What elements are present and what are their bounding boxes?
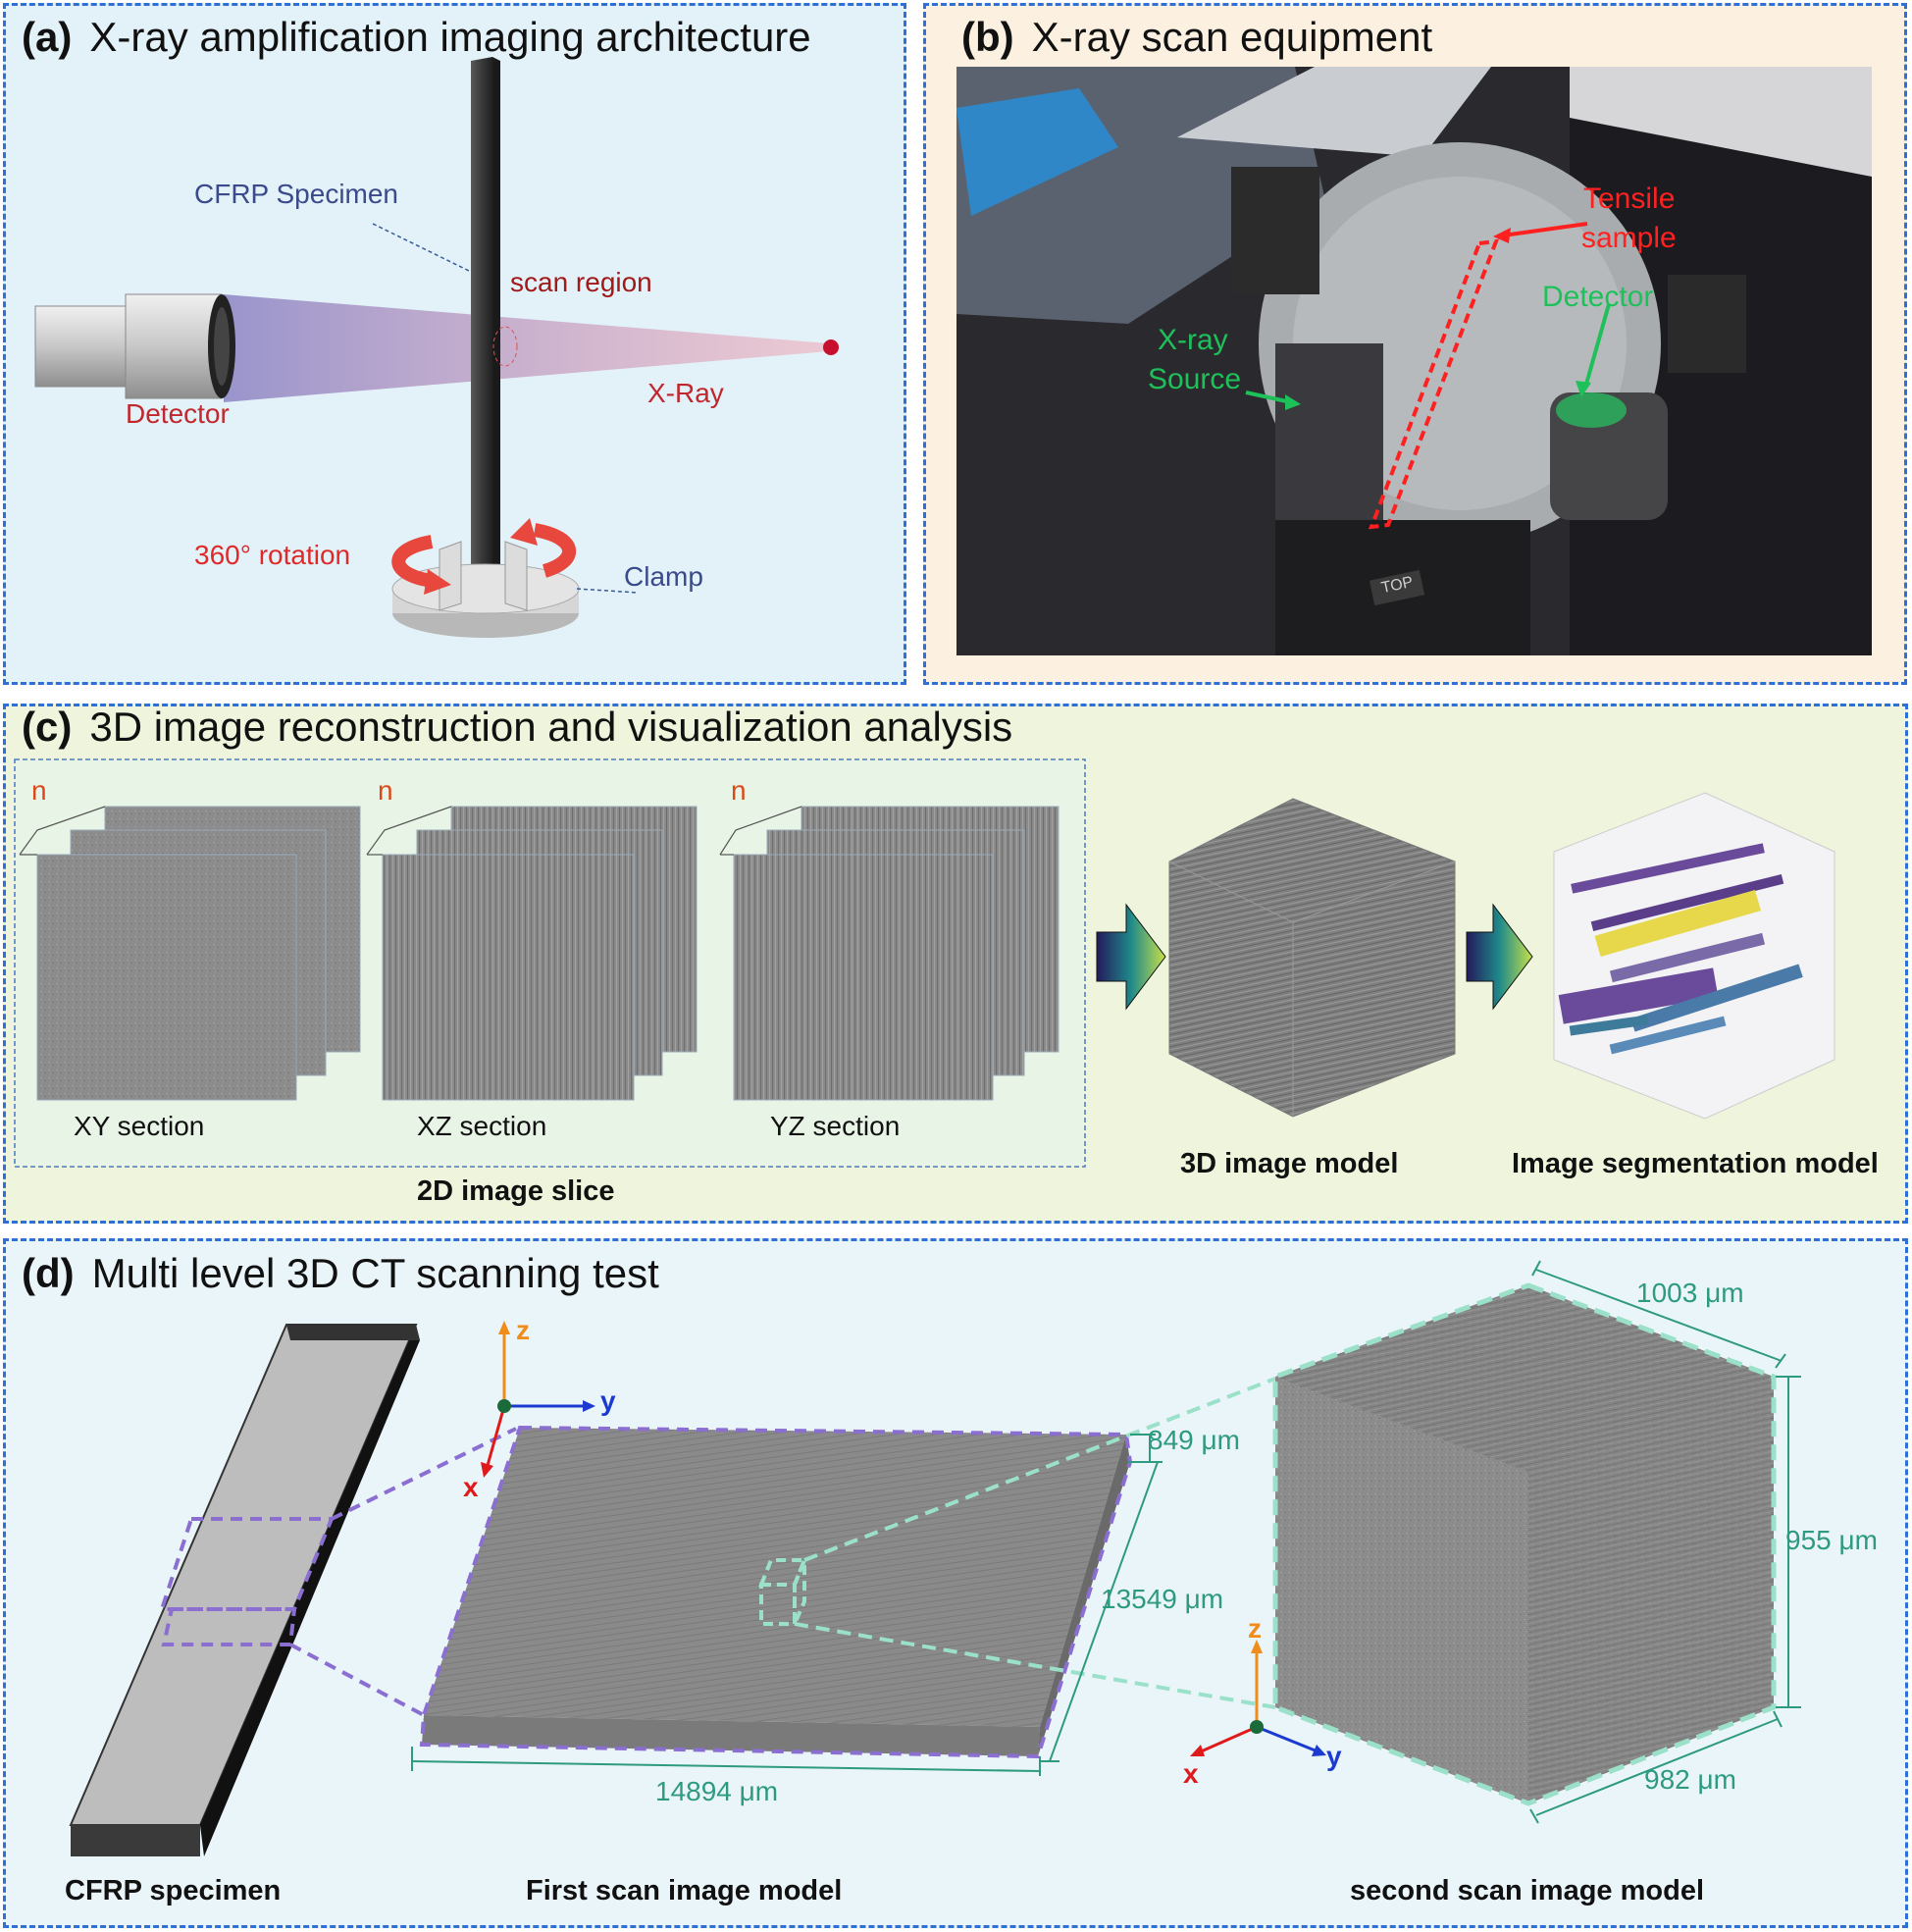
axis-y-label-2: y: [1326, 1741, 1342, 1771]
axis-x-label-2: x: [1183, 1758, 1199, 1789]
label-360-rotation: 360° rotation: [194, 540, 351, 570]
panel-c-tag: (c): [22, 704, 73, 750]
label-source-2: Source: [1148, 363, 1242, 395]
label-scan-region: scan region: [510, 267, 652, 297]
panel-d-tag: (d): [22, 1250, 75, 1296]
label-detector-b: Detector: [1542, 281, 1654, 313]
axis-x-label-1: x: [463, 1472, 479, 1502]
equipment-photo: [956, 67, 1872, 655]
axis-triad-2: [1190, 1640, 1326, 1756]
zoom-lines-mint: [794, 1377, 1276, 1709]
dim-cube-bottom: 982 μm: [1644, 1764, 1736, 1795]
label-tensile-1: Tensile: [1583, 183, 1676, 215]
first-scan-slab: [419, 1425, 1133, 1759]
tensile-arrow: [1502, 222, 1588, 237]
tensile-sample-outline: [1368, 238, 1500, 530]
zoom-lines-purple: [289, 1427, 517, 1717]
panel-b-title-text: X-ray scan equipment: [1031, 14, 1433, 60]
panel-c-title: (c) 3D image reconstruction and visualiza…: [22, 704, 1012, 751]
flow-arrow-2: [1466, 903, 1533, 1011]
yz-section-label: YZ section: [770, 1111, 901, 1141]
xy-slice-stack: [19, 806, 361, 1101]
xray-source-dot: [823, 339, 839, 355]
xy-section-label: XY section: [74, 1111, 205, 1141]
cfrp-specimen-strip: [69, 1324, 420, 1856]
panel-a-title: (a) X-ray amplification imaging architect…: [22, 14, 811, 61]
label-detector-a: Detector: [126, 398, 230, 429]
caption-cfrp-specimen: CFRP specimen: [65, 1875, 282, 1906]
dimension-lines: [411, 1260, 1801, 1824]
yz-slice-stack: [719, 806, 1059, 1101]
dim-cube-top: 1003 μm: [1636, 1278, 1744, 1308]
cfrp-specimen-bar: [471, 57, 500, 591]
dim-thickness: 849 μm: [1148, 1425, 1240, 1455]
caption-second-scan: second scan image model: [1350, 1875, 1705, 1906]
label-clamp: Clamp: [624, 561, 703, 592]
axis-z-label-2: z: [1248, 1613, 1262, 1644]
stack-marker-1: n: [31, 775, 47, 806]
xray-beam: [224, 294, 839, 402]
panel-b-tag: (b): [961, 14, 1014, 60]
axis-z-label-1: z: [516, 1315, 530, 1345]
stack-marker-2: n: [378, 775, 393, 806]
segmentation-caption: Image segmentation model: [1512, 1148, 1879, 1179]
slice-caption: 2D image slice: [417, 1175, 615, 1207]
segmentation-cube: [1553, 792, 1835, 1120]
dim-length: 14894 μm: [655, 1776, 779, 1806]
label-cfrp-specimen: CFRP Specimen: [194, 179, 399, 209]
panel-b-title: (b) X-ray scan equipment: [961, 14, 1432, 61]
xz-section-label: XZ section: [417, 1111, 547, 1141]
label-source-1: X-ray: [1158, 324, 1228, 356]
source-arrow: [1245, 391, 1292, 404]
stack-marker-3: n: [731, 775, 747, 806]
flow-arrow-1: [1096, 903, 1166, 1011]
label-xray: X-Ray: [647, 378, 724, 408]
panel-a-tag: (a): [22, 14, 73, 60]
scan-region-ring: [492, 326, 518, 367]
clamp-leader: [576, 588, 639, 594]
3d-image-cube: [1168, 798, 1456, 1118]
panel-d-title-text: Multi level 3D CT scanning test: [91, 1250, 659, 1296]
panel-a-title-text: X-ray amplification imaging architecture: [89, 14, 811, 60]
detector-arrow: [1583, 303, 1611, 389]
panel-c-title-text: 3D image reconstruction and visualizatio…: [89, 704, 1013, 750]
model-caption: 3D image model: [1180, 1148, 1399, 1179]
panel-d-title: (d) Multi level 3D CT scanning test: [22, 1250, 659, 1297]
caption-first-scan: First scan image model: [526, 1875, 843, 1906]
axis-triad-1: [481, 1321, 595, 1478]
dim-cube-height: 955 μm: [1785, 1525, 1878, 1555]
top-badge: [1369, 569, 1425, 606]
rotation-arrows: [391, 518, 577, 595]
dim-width: 13549 μm: [1101, 1584, 1224, 1614]
specimen-leader: [372, 223, 470, 272]
xz-slice-stack: [366, 806, 698, 1101]
label-tensile-2: sample: [1581, 222, 1677, 254]
axis-y-label-1: y: [600, 1385, 616, 1416]
clamp-base: [391, 541, 580, 638]
detector-cylinder: [34, 293, 235, 399]
second-scan-cube: [1272, 1282, 1777, 1806]
